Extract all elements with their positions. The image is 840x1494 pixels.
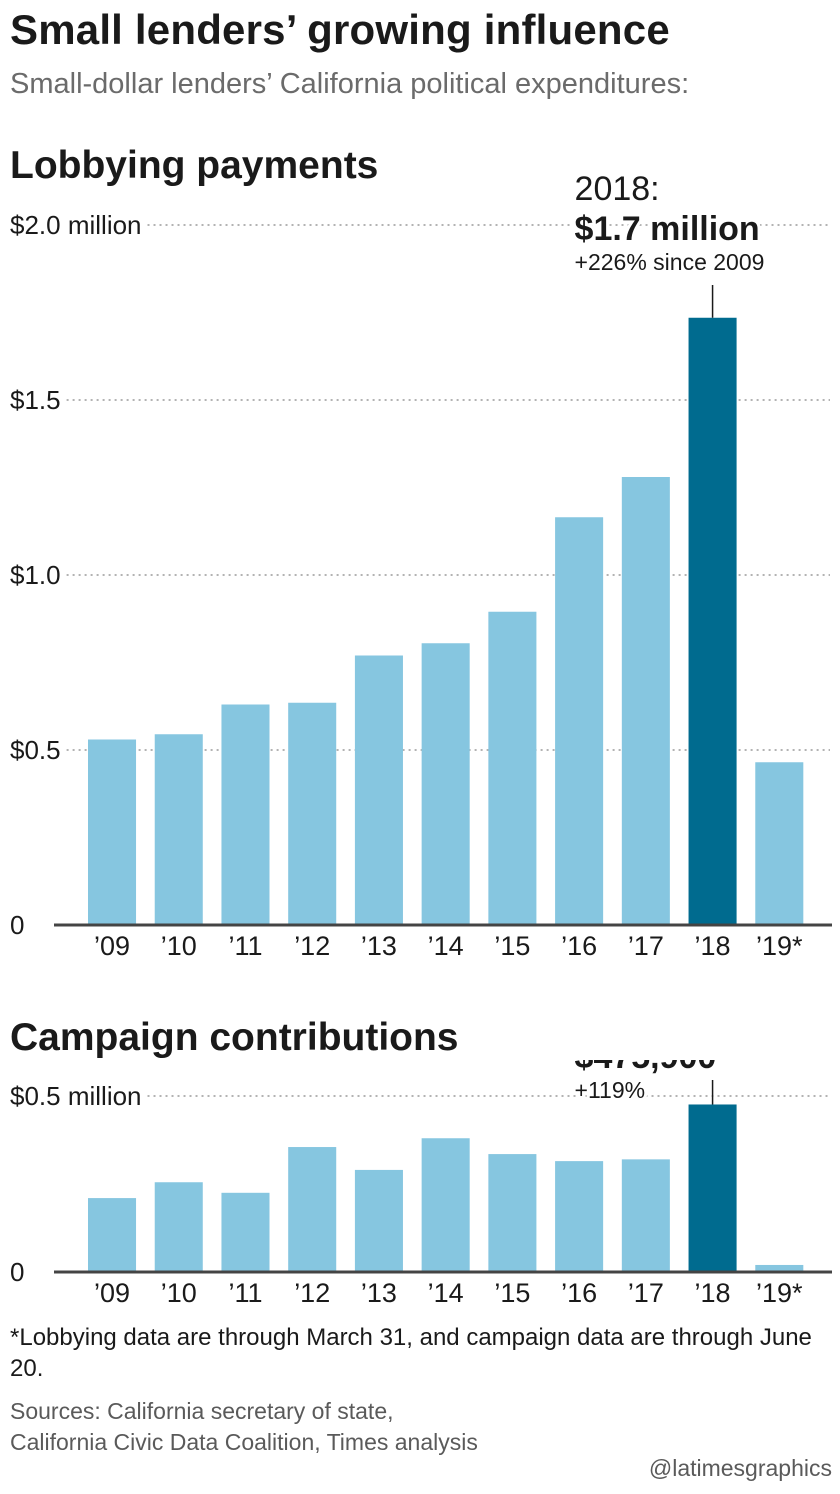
annotation-label: 2018: (575, 170, 660, 208)
bar-14 (421, 643, 470, 925)
x-tick-label: ’13 (361, 1278, 397, 1308)
bar-13 (354, 655, 403, 925)
x-tick-label: ’15 (494, 931, 530, 961)
y-tick-label: $1.5 (10, 385, 61, 415)
sources: Sources: California secretary of state, … (10, 1396, 478, 1458)
bar-15 (488, 611, 537, 925)
annotation-value: $475,900 (575, 1060, 717, 1076)
bar-17 (621, 1159, 670, 1272)
x-tick-label: ’19* (756, 1278, 803, 1308)
footnote: *Lobbying data are through March 31, and… (10, 1324, 812, 1382)
bar-11 (221, 704, 270, 925)
annotation-value: $1.7 million (575, 210, 760, 248)
x-tick-label: ’14 (428, 1278, 464, 1308)
x-tick-label: ’17 (628, 1278, 664, 1308)
lobbying-section-title: Lobbying payments (10, 144, 379, 187)
x-tick-label: ’19* (756, 931, 803, 961)
bar-16 (555, 1161, 604, 1272)
x-tick-label: ’12 (294, 1278, 330, 1308)
bar-14 (421, 1138, 470, 1272)
y-tick-label: $2.0 million (10, 210, 142, 240)
x-tick-label: ’14 (428, 931, 464, 961)
bar-19 (755, 1264, 804, 1272)
annotation-note: +119% (575, 1077, 646, 1103)
x-tick-label: ’15 (494, 1278, 530, 1308)
bar-13 (354, 1169, 403, 1272)
bar-10 (154, 734, 203, 925)
y-tick-label: $0.5 (10, 735, 61, 765)
bar-12 (288, 702, 337, 925)
annotation-note: +226% since 2009 (575, 249, 765, 275)
chart-subtitle: Small-dollar lenders’ California politic… (10, 68, 690, 100)
sources-line-2: California Civic Data Coalition, Times a… (10, 1429, 478, 1455)
bar-19 (755, 762, 804, 925)
chart-title: Small lenders’ growing influence (10, 6, 670, 53)
credit: @latimesgraphics (648, 1455, 832, 1481)
lobbying-chart: 0 $0.5 $1.0 $1.5 $2.0 million ’09 ’10 ’11 ’12 ’13… (10, 170, 832, 961)
x-tick-label: ’09 (94, 931, 130, 961)
y-tick-label: $0.5 million (10, 1081, 142, 1111)
bar-17 (621, 477, 670, 925)
bar-12 (288, 1147, 337, 1272)
y-tick-label: $1.0 (10, 560, 61, 590)
sources-line-1: Sources: California secretary of state, (10, 1398, 394, 1424)
x-tick-label: ’18 (695, 931, 731, 961)
x-tick-label: ’13 (361, 931, 397, 961)
bar-18 (688, 1104, 737, 1272)
campaign-chart: 0 $0.5 million ’09 ’10 ’11 ’12 ’13 ’14 ’15 ’16 ’17… (10, 1060, 832, 1308)
x-tick-label: ’17 (628, 931, 664, 961)
x-tick-label: ’16 (561, 1278, 597, 1308)
x-tick-label: ’10 (161, 1278, 197, 1308)
campaign-section-title: Campaign contributions (10, 1016, 459, 1059)
y-tick-label: 0 (10, 910, 24, 940)
x-tick-label: ’12 (294, 931, 330, 961)
bar-09 (88, 739, 137, 925)
x-tick-label: ’16 (561, 931, 597, 961)
x-tick-label: ’18 (695, 1278, 731, 1308)
bar-18 (688, 317, 737, 925)
bar-15 (488, 1154, 537, 1272)
x-tick-label: ’09 (94, 1278, 130, 1308)
x-tick-label: ’11 (228, 1278, 262, 1308)
bar-16 (555, 517, 604, 925)
bar-09 (88, 1198, 137, 1272)
x-tick-label: ’11 (228, 931, 262, 961)
x-tick-label: ’10 (161, 931, 197, 961)
bar-10 (154, 1182, 203, 1272)
y-tick-label: 0 (10, 1257, 24, 1287)
bar-11 (221, 1192, 270, 1272)
